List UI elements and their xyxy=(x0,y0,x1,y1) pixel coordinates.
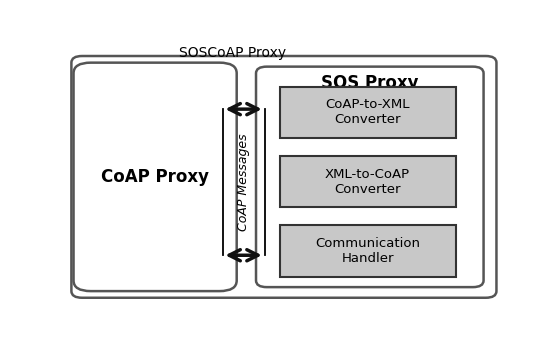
FancyBboxPatch shape xyxy=(280,156,455,207)
FancyBboxPatch shape xyxy=(71,56,496,298)
Text: CoAP Messages: CoAP Messages xyxy=(237,134,250,231)
Text: CoAP-to-XML
Converter: CoAP-to-XML Converter xyxy=(325,98,410,127)
Text: XML-to-CoAP
Converter: XML-to-CoAP Converter xyxy=(325,168,410,196)
FancyBboxPatch shape xyxy=(280,87,455,138)
Text: SOS Proxy: SOS Proxy xyxy=(321,73,418,91)
Text: Communication
Handler: Communication Handler xyxy=(315,237,420,265)
FancyBboxPatch shape xyxy=(280,225,455,276)
FancyBboxPatch shape xyxy=(74,63,237,291)
Text: CoAP Proxy: CoAP Proxy xyxy=(101,168,209,186)
Text: SOSCoAP Proxy: SOSCoAP Proxy xyxy=(179,46,286,60)
FancyBboxPatch shape xyxy=(256,67,484,287)
